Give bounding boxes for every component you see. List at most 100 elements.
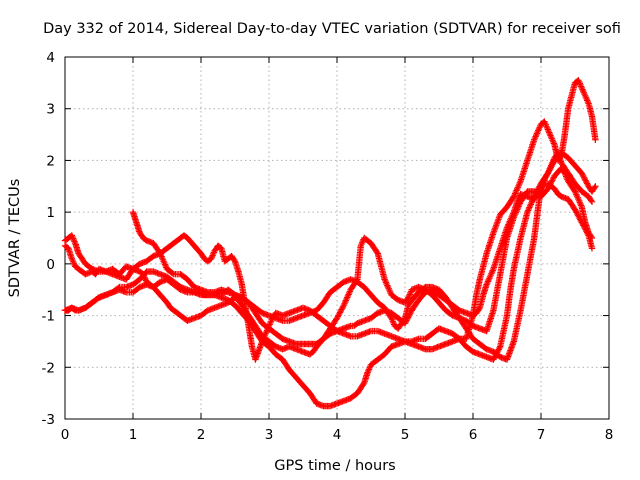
data-point (550, 140, 558, 147)
data-point (531, 136, 538, 143)
x-tick-label: 3 (265, 427, 274, 443)
data-point (115, 284, 122, 292)
data-point (548, 160, 556, 168)
data-point (483, 281, 490, 288)
data-point (545, 168, 552, 175)
x-tick-label: 2 (197, 427, 206, 443)
data-point (400, 316, 408, 323)
data-point (581, 175, 588, 183)
data-point (532, 133, 539, 140)
series-track-2 (61, 149, 599, 410)
data-point (526, 202, 534, 210)
data-point (525, 205, 532, 213)
x-tick-label: 6 (469, 427, 478, 443)
data-point (513, 187, 520, 194)
data-point (582, 177, 589, 184)
x-tick-label: 4 (333, 427, 342, 443)
data-point (545, 184, 552, 191)
data-point (373, 249, 381, 256)
data-point (381, 276, 388, 283)
data-point (548, 134, 555, 141)
series-track-5 (61, 165, 596, 348)
data-point (259, 338, 266, 345)
data-point (160, 258, 167, 265)
data-point (522, 162, 529, 169)
data-point (575, 77, 582, 84)
data-point (335, 312, 342, 319)
data-point (487, 272, 494, 279)
data-point (208, 253, 216, 261)
data-point (70, 236, 77, 244)
data-point (539, 180, 546, 187)
data-point (336, 310, 343, 317)
data-point (496, 344, 503, 352)
data-point (337, 307, 344, 315)
data-point (573, 209, 580, 216)
data-point (541, 175, 548, 183)
y-tick-label: 2 (46, 153, 55, 169)
data-point (491, 354, 498, 362)
data-series (61, 77, 599, 410)
data-point (366, 364, 373, 371)
data-point (510, 193, 517, 200)
data-point (544, 185, 551, 193)
data-point (571, 206, 579, 213)
data-point (580, 174, 588, 181)
data-point (334, 313, 341, 320)
data-point (580, 173, 587, 180)
data-point (587, 197, 595, 204)
data-point (169, 270, 176, 277)
data-point (510, 214, 517, 221)
data-point (540, 177, 548, 184)
data-point (533, 130, 541, 137)
data-point (69, 233, 76, 241)
data-point (592, 136, 599, 143)
data-point (346, 289, 353, 296)
chart-title: Day 332 of 2014, Sidereal Day-to-day VTE… (43, 21, 621, 37)
data-point (405, 292, 413, 300)
data-point (360, 380, 367, 388)
data-point (574, 194, 581, 201)
data-point (388, 315, 395, 322)
data-point (339, 303, 347, 310)
data-point (546, 182, 553, 190)
y-tick-label: 0 (46, 257, 55, 273)
data-point (549, 177, 556, 184)
data-point (528, 199, 535, 206)
data-point (576, 80, 583, 87)
data-point (575, 197, 583, 204)
data-point (582, 92, 589, 99)
data-point (561, 170, 568, 177)
data-point (546, 130, 553, 138)
data-point (486, 275, 493, 282)
y-tick-labels: -3 -2 -1 0 1 2 3 4 (42, 50, 55, 428)
data-point (344, 292, 352, 300)
y-tick-label: -2 (42, 360, 55, 376)
data-point (495, 249, 502, 257)
data-point (365, 367, 372, 375)
data-point (543, 123, 550, 130)
data-point (536, 124, 543, 131)
series-track-4 (61, 77, 599, 363)
data-point (549, 175, 557, 182)
data-point (336, 309, 344, 316)
data-point (574, 210, 581, 218)
data-point (543, 171, 551, 178)
data-point (546, 181, 554, 188)
data-point (407, 289, 414, 296)
data-point (571, 188, 579, 195)
axis-ticks (64, 56, 610, 420)
data-point (333, 315, 341, 322)
data-point (592, 183, 599, 190)
data-point (540, 178, 547, 186)
x-tick-labels: 0 1 2 3 4 5 6 7 8 (61, 427, 614, 443)
data-point (495, 346, 502, 353)
x-tick-label: 5 (401, 427, 410, 443)
data-point (358, 241, 365, 248)
data-point (514, 184, 522, 191)
x-tick-label: 7 (537, 427, 546, 443)
data-point (548, 178, 555, 185)
data-point (529, 196, 536, 203)
x-axis-label: GPS time / hours (274, 458, 395, 474)
x-tick-label: 1 (129, 427, 138, 443)
